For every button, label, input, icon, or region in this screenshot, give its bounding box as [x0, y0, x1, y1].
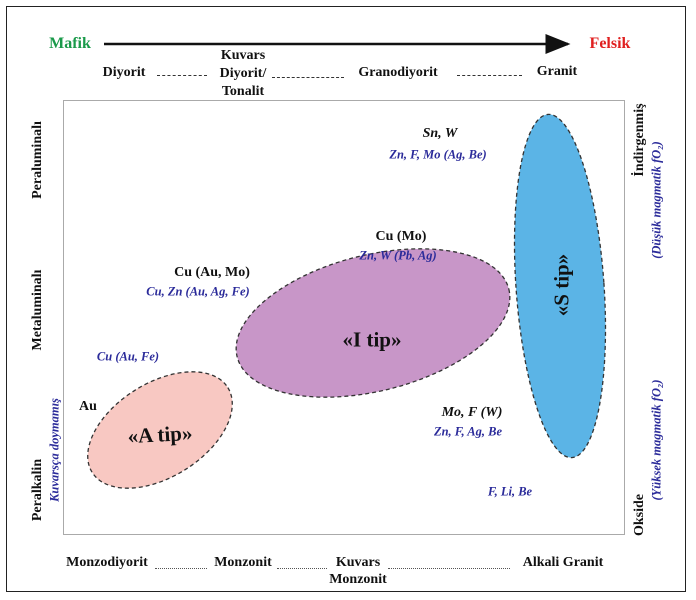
reduced-label: İndirgenmiş — [632, 103, 647, 177]
rock-diyorit: Diyorit — [102, 65, 146, 80]
reduced-note: (Düşük magmatik fO₂) — [649, 141, 664, 259]
oxidized-note: (Yüksek magmatik fO₂) — [649, 379, 664, 501]
figure-frame — [6, 6, 686, 592]
s-type-field — [513, 113, 607, 459]
f-li-be-label: F, Li, Be — [487, 484, 533, 499]
mo-f-w-label: Mo, F (W) — [441, 405, 503, 420]
rock-monzonit: Monzonit — [214, 555, 272, 570]
mafic-label: Mafik — [49, 35, 91, 52]
a-type-label: «A tip» — [127, 420, 193, 449]
sn-w-sub: Zn, F, Mo (Ag, Be) — [389, 147, 487, 162]
rock-monzonit-bottom: Monzonit — [329, 572, 387, 587]
rock-diyorit-slash: Diyorit/ — [219, 66, 267, 81]
cu-mo-label: Cu (Mo) — [375, 229, 427, 244]
rock-kuvars-bottom: Kuvars — [335, 555, 381, 570]
oxidized-label: Okside — [632, 493, 647, 537]
rock-granit: Granit — [536, 64, 578, 79]
rock-tonalit: Tonalit — [221, 84, 265, 99]
rock-granodiyorit: Granodiyorit — [358, 65, 438, 80]
peraluminous-label: Peraluminalı — [30, 121, 45, 199]
plot-area — [63, 100, 625, 535]
i-type-field — [235, 248, 511, 398]
rock-alkali-granit: Alkali Granit — [522, 555, 604, 570]
s-type-label: «S tip» — [549, 253, 574, 317]
peralkaline-label: Peralkalin — [30, 458, 45, 522]
cu-au-fe-label: Cu (Au, Fe) — [96, 349, 160, 364]
rock-monzodiyorit: Monzodiyorit — [66, 555, 148, 570]
felsic-label: Felsik — [589, 35, 631, 52]
a-type-field — [87, 371, 233, 489]
cu-au-mo-label: Cu (Au, Mo) — [174, 265, 250, 280]
cu-au-mo-sub: Cu, Zn (Au, Ag, Fe) — [146, 284, 250, 299]
quartz-unsaturated-label: Kuvarsça doymamış — [47, 398, 62, 502]
sn-w-label: Sn, W — [422, 126, 458, 141]
mo-f-w-sub: Zn, F, Ag, Be — [433, 424, 503, 439]
au-label: Au — [79, 399, 97, 414]
i-type-label: «I tip» — [342, 327, 402, 352]
cu-mo-sub: Zn, W (Pb, Ag) — [359, 248, 437, 263]
metaluminous-label: Metaluminalı — [30, 269, 45, 351]
rock-kuvars: Kuvars — [220, 48, 266, 63]
